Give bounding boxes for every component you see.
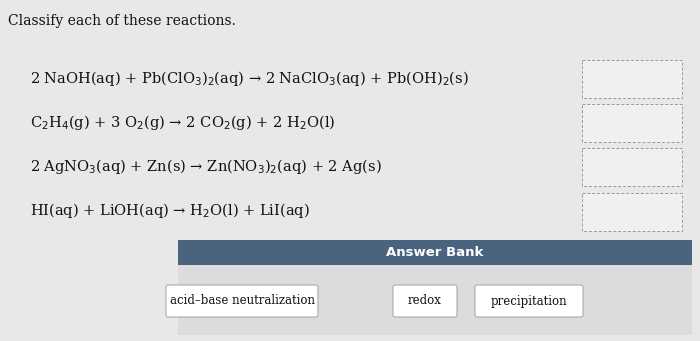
Bar	[582, 104, 682, 142]
Text: redox: redox	[408, 295, 442, 308]
Bar	[582, 148, 682, 186]
Text: C$_2$H$_4$(g) + 3 O$_2$(g) → 2 CO$_2$(g) + 2 H$_2$O(l): C$_2$H$_4$(g) + 3 O$_2$(g) → 2 CO$_2$(g)…	[30, 113, 335, 132]
Bar	[178, 240, 692, 265]
Text: 2 AgNO$_3$(aq) + Zn(s) → Zn(NO$_3$)$_2$(aq) + 2 Ag(s): 2 AgNO$_3$(aq) + Zn(s) → Zn(NO$_3$)$_2$(…	[30, 157, 382, 176]
Bar	[582, 193, 682, 231]
Text: precipitation: precipitation	[491, 295, 567, 308]
FancyBboxPatch shape	[393, 285, 457, 317]
Text: 2 NaOH(aq) + Pb(ClO$_3$)$_2$(aq) → 2 NaClO$_3$(aq) + Pb(OH)$_2$(s): 2 NaOH(aq) + Pb(ClO$_3$)$_2$(aq) → 2 NaC…	[30, 69, 469, 88]
Text: acid–base neutralization: acid–base neutralization	[169, 295, 314, 308]
Bar	[178, 265, 692, 335]
Text: Answer Bank: Answer Bank	[386, 246, 484, 259]
Text: HI(aq) + LiOH(aq) → H$_2$O(l) + LiI(aq): HI(aq) + LiOH(aq) → H$_2$O(l) + LiI(aq)	[30, 201, 310, 220]
Bar	[582, 60, 682, 98]
Text: Classify each of these reactions.: Classify each of these reactions.	[8, 14, 236, 28]
FancyBboxPatch shape	[166, 285, 318, 317]
FancyBboxPatch shape	[475, 285, 583, 317]
